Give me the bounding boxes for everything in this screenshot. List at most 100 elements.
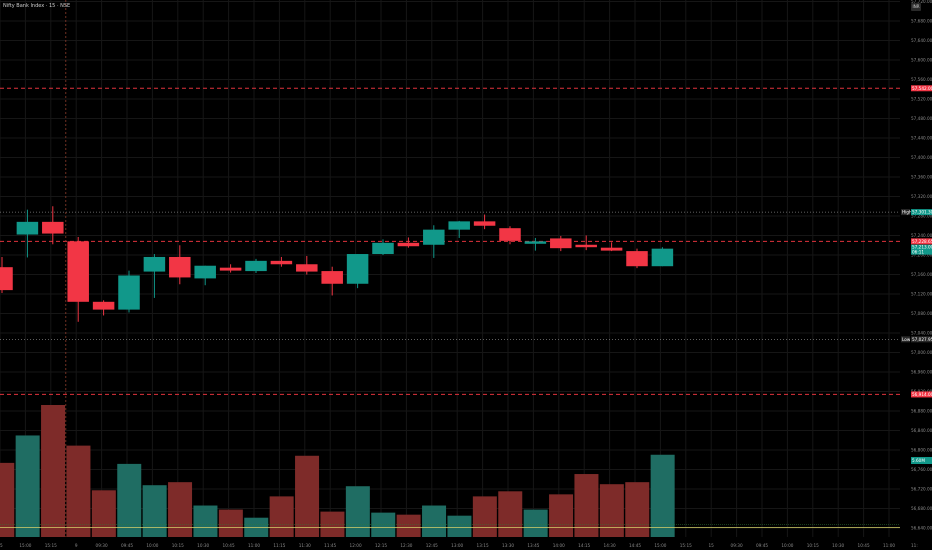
candle-body[interactable] bbox=[245, 260, 267, 272]
volume-bar bbox=[168, 482, 193, 537]
price-tag-label: 57,301.30 bbox=[912, 210, 932, 215]
current-price-tag-bg bbox=[911, 244, 932, 255]
candle-body[interactable] bbox=[423, 229, 445, 245]
price-tick-label: 57,360.00 bbox=[911, 175, 932, 180]
price-tick-label: 56,640.00 bbox=[911, 526, 932, 531]
candle-body[interactable] bbox=[169, 256, 191, 278]
candle-body[interactable] bbox=[550, 238, 572, 249]
candle-body[interactable] bbox=[473, 221, 496, 226]
candle-body[interactable] bbox=[270, 260, 293, 265]
price-tag-label: 57,027.95 bbox=[912, 337, 932, 342]
time-axis[interactable]: 45 15:00 15:15 9 09:30 09:45 10:00 10:15 10:30 10… bbox=[0, 539, 932, 550]
time-tick-label: 09:45 bbox=[756, 543, 768, 548]
candle-body[interactable] bbox=[372, 242, 394, 255]
time-tick-label: 12:00 bbox=[350, 543, 362, 548]
price-tick-label: 57,400.00 bbox=[911, 155, 932, 160]
time-tick-label: 15:00 bbox=[19, 543, 31, 548]
time-tick-label: 11: bbox=[911, 543, 918, 548]
time-tick-label: 14:15 bbox=[578, 543, 590, 548]
candle-body[interactable] bbox=[42, 221, 64, 234]
volume-tag-label: 5.60M bbox=[912, 458, 925, 463]
volume-bar bbox=[91, 490, 116, 537]
time-tick-label: 11:00 bbox=[248, 543, 260, 548]
time-tick-label: 15:00 bbox=[654, 543, 666, 548]
candle-body[interactable] bbox=[600, 247, 623, 251]
volume-bar bbox=[0, 462, 15, 537]
candle-body[interactable] bbox=[448, 221, 470, 230]
volume-moving-average bbox=[0, 524, 900, 528]
price-tick-label: 57,480.00 bbox=[911, 116, 932, 121]
volume-bar bbox=[396, 514, 421, 537]
price-tick-label: 57,040.00 bbox=[911, 331, 932, 336]
time-tick-label: 10:30 bbox=[832, 543, 844, 548]
price-tick-label: 57,720.00 bbox=[911, 0, 932, 4]
candle-body[interactable] bbox=[143, 256, 166, 272]
price-tag-bg bbox=[911, 85, 932, 92]
time-tick-label: 14:00 bbox=[553, 543, 565, 548]
price-tick-label: 57,440.00 bbox=[911, 136, 932, 141]
time-tick-label: 15 bbox=[709, 543, 715, 548]
price-tag-label: 56,914.00 bbox=[912, 392, 932, 397]
price-tick-label: 57,680.00 bbox=[911, 19, 932, 24]
candle-body[interactable] bbox=[296, 264, 318, 272]
time-tick-label: 13:45 bbox=[527, 543, 539, 548]
candle-body[interactable] bbox=[524, 241, 547, 244]
price-tick-label: 57,560.00 bbox=[911, 77, 932, 82]
price-tag-bg bbox=[911, 336, 932, 343]
volume-bar bbox=[117, 463, 142, 537]
time-tick-label: 14:30 bbox=[604, 543, 616, 548]
volume-bar bbox=[15, 435, 40, 537]
price-tick-label: 56,880.00 bbox=[911, 409, 932, 414]
volume-bar bbox=[498, 491, 523, 537]
candle-body[interactable] bbox=[626, 251, 648, 267]
price-tag-prefix: Low bbox=[902, 337, 911, 342]
time-tick-label: 13:30 bbox=[502, 543, 514, 548]
volume-bar bbox=[41, 405, 66, 537]
volume-bar bbox=[295, 455, 320, 537]
time-tick-label: 11:00 bbox=[883, 543, 895, 548]
price-tag-bg bbox=[911, 209, 932, 216]
time-tick-label: 09:45 bbox=[121, 543, 133, 548]
current-price-label: 57,213.00 bbox=[912, 245, 932, 250]
candles[interactable] bbox=[0, 206, 674, 322]
candle-body[interactable] bbox=[194, 265, 216, 279]
reference-lines bbox=[0, 87, 900, 395]
time-tick-label: 10:30 bbox=[197, 543, 209, 548]
time-tick-label: 10:15 bbox=[807, 543, 819, 548]
price-axis[interactable]: 57,920.0057,880.0057,840.0057,800.0057,7… bbox=[901, 0, 932, 550]
price-tick-label: 57,120.00 bbox=[911, 292, 932, 297]
price-tick-label: 57,520.00 bbox=[911, 97, 932, 102]
price-tick-label: 56,800.00 bbox=[911, 448, 932, 453]
currency-button[interactable]: INR bbox=[911, 3, 921, 11]
candle-body[interactable] bbox=[397, 242, 420, 247]
volume-bars bbox=[0, 405, 675, 537]
candle-body[interactable] bbox=[0, 267, 13, 291]
chart-grid bbox=[0, 0, 915, 548]
price-tag-bg bbox=[911, 391, 932, 398]
candle-body[interactable] bbox=[346, 254, 369, 284]
time-tick-label: 15:15 bbox=[45, 543, 57, 548]
time-tick-label: 12:15 bbox=[375, 543, 387, 548]
price-tag-prefix-bg bbox=[901, 209, 910, 216]
price-tags: 57,542.00 57,228.65 56,914.00 High 57,301.30… bbox=[901, 85, 932, 464]
candle-body[interactable] bbox=[575, 244, 597, 248]
time-tick-label: 10:45 bbox=[858, 543, 870, 548]
price-tick-label: 57,200.00 bbox=[911, 253, 932, 258]
candle-body[interactable] bbox=[321, 271, 343, 284]
time-tick-label: 09:30 bbox=[731, 543, 743, 548]
candle-body[interactable] bbox=[651, 248, 674, 267]
candle-body[interactable] bbox=[219, 267, 242, 271]
price-tag-prefix-bg bbox=[901, 336, 910, 343]
price-tick-label: 57,280.00 bbox=[911, 214, 932, 219]
price-tick-label: 57,240.00 bbox=[911, 233, 932, 238]
candle-body[interactable] bbox=[118, 275, 140, 310]
candle-body[interactable] bbox=[499, 228, 521, 241]
candle-body[interactable] bbox=[16, 221, 39, 235]
time-tick-label: 10:00 bbox=[781, 543, 793, 548]
candle-body[interactable] bbox=[92, 301, 115, 310]
price-tag-label: 57,228.65 bbox=[912, 239, 932, 244]
volume-bar bbox=[218, 509, 243, 537]
candle-body[interactable] bbox=[67, 241, 89, 302]
price-tick-label: 57,080.00 bbox=[911, 311, 932, 316]
